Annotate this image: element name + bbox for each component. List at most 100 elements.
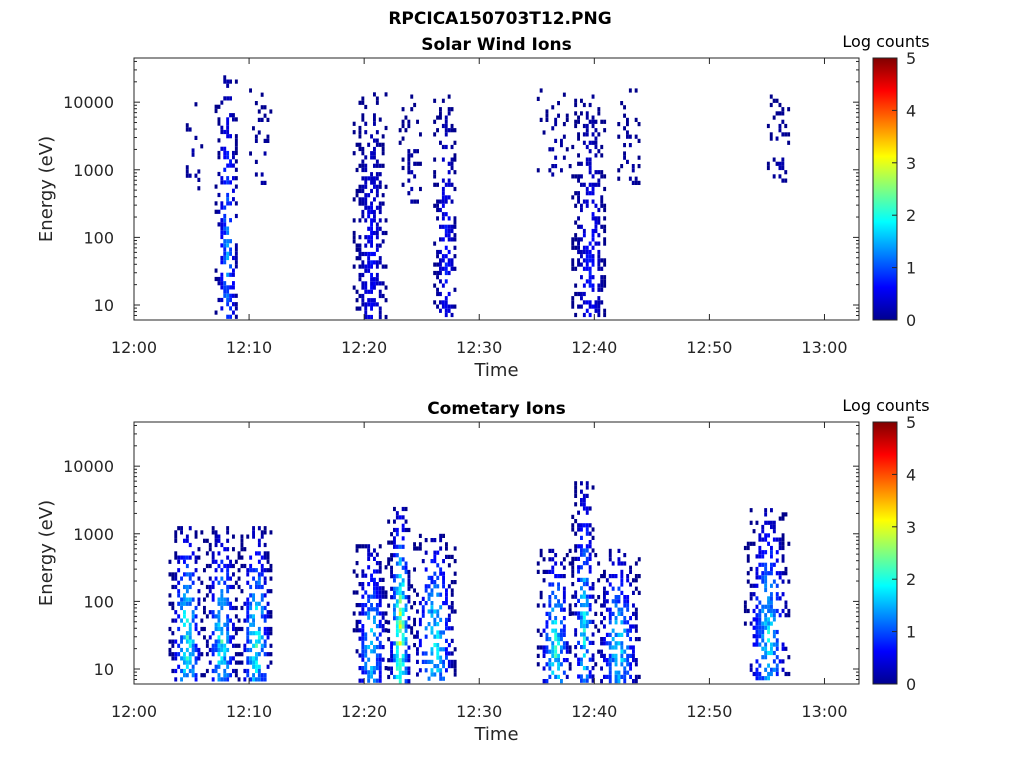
heatmap-cell: [373, 184, 376, 189]
heatmap-cell: [398, 544, 402, 549]
heatmap-cell: [439, 266, 442, 271]
heatmap-cell: [632, 658, 635, 663]
heatmap-cell: [603, 228, 607, 234]
heatmap-cell: [174, 576, 178, 581]
heatmap-cell: [361, 594, 365, 599]
heatmap-cell: [772, 157, 776, 162]
heatmap-cell: [378, 598, 382, 603]
heatmap-cell: [407, 149, 411, 154]
heatmap-cell: [778, 545, 782, 551]
heatmap-cell: [197, 589, 201, 594]
heatmap-cell: [226, 117, 230, 122]
heatmap-cell: [775, 558, 779, 563]
heatmap-cell: [266, 117, 270, 122]
heatmap-cell: [407, 599, 411, 604]
heatmap-cell: [617, 176, 621, 181]
heatmap-cell: [355, 247, 359, 252]
heatmap-cell: [597, 262, 601, 267]
heatmap-cell: [358, 653, 362, 658]
heatmap-cell: [554, 553, 558, 558]
heatmap-cell: [373, 218, 376, 223]
heatmap-cell: [626, 662, 630, 667]
heatmap-cell: [211, 631, 215, 636]
heatmap-cell: [450, 258, 454, 263]
heatmap-cell: [424, 668, 428, 673]
heatmap-cell: [214, 568, 218, 573]
heatmap-cell: [220, 272, 224, 277]
heatmap-cell: [536, 168, 540, 173]
heatmap-cell: [217, 647, 221, 653]
heatmap-cell: [177, 643, 181, 648]
heatmap-cell: [787, 671, 791, 677]
heatmap-cell: [404, 603, 408, 608]
heatmap-cell: [223, 673, 227, 678]
heatmap-cell: [266, 555, 270, 560]
heatmap-cell: [444, 195, 448, 200]
heatmap-cell: [580, 611, 583, 616]
heatmap-cell: [755, 621, 759, 626]
heatmap-cell: [574, 283, 578, 288]
heatmap-cell: [223, 222, 227, 227]
heatmap-cell: [548, 569, 552, 574]
heatmap-cell: [752, 642, 756, 647]
heatmap-cell: [370, 272, 373, 278]
heatmap-cell: [562, 645, 566, 650]
heatmap-cell: [232, 163, 235, 168]
heatmap-cell: [749, 596, 753, 601]
heatmap-cell: [536, 96, 540, 101]
heatmap-cell: [775, 98, 779, 103]
heatmap-cell: [361, 100, 365, 105]
heatmap-cell: [436, 655, 440, 660]
heatmap-cell: [370, 134, 373, 139]
heatmap-cell: [577, 153, 580, 158]
heatmap-cell: [370, 603, 373, 608]
heatmap-cell: [542, 653, 546, 658]
heatmap-cell: [358, 184, 362, 189]
heatmap-cell: [441, 186, 445, 192]
heatmap-cell: [588, 249, 592, 255]
colorbar-label: Log counts: [842, 32, 929, 51]
heatmap-cell: [626, 645, 630, 650]
heatmap-cell: [582, 577, 586, 582]
heatmap-cell: [375, 235, 379, 240]
heatmap-cell: [634, 176, 638, 181]
heatmap-cell: [373, 645, 376, 650]
heatmap-cell: [539, 595, 543, 600]
heatmap-cell: [194, 555, 198, 560]
heatmap-cell: [603, 275, 607, 280]
heatmap-cell: [603, 128, 607, 133]
heatmap-cell: [395, 674, 399, 680]
heatmap-cell: [226, 526, 230, 531]
heatmap-cell: [358, 293, 362, 299]
heatmap-cell: [597, 296, 601, 301]
heatmap-cell: [608, 658, 612, 663]
heatmap-cell: [560, 632, 563, 637]
heatmap-cell: [545, 624, 549, 629]
heatmap-cell: [620, 561, 624, 566]
heatmap-cell: [568, 645, 572, 650]
heatmap-cell: [171, 656, 175, 661]
heatmap-cell: [240, 555, 244, 560]
heatmap-cell: [174, 555, 178, 560]
heatmap-cell: [355, 256, 359, 261]
heatmap-cluster-1: [185, 102, 204, 191]
heatmap-cell: [234, 668, 238, 674]
heatmap-cell: [600, 666, 603, 671]
heatmap-cell: [370, 577, 373, 582]
heatmap-cell: [447, 270, 451, 276]
heatmap-cell: [367, 226, 371, 231]
heatmap-cell: [582, 132, 586, 137]
heatmap-cell: [588, 254, 592, 259]
heatmap-cell: [194, 647, 198, 653]
heatmap-cell: [378, 645, 382, 650]
heatmap-cell: [450, 266, 454, 271]
heatmap-cell: [249, 605, 253, 611]
heatmap-cell: [226, 239, 230, 244]
heatmap-cell: [232, 197, 235, 202]
heatmap-cell: [588, 300, 592, 305]
heatmap-cell: [588, 569, 592, 574]
heatmap-cell: [591, 119, 595, 124]
heatmap-cell: [562, 624, 566, 629]
heatmap-cell: [398, 515, 402, 520]
heatmap-cell: [220, 643, 224, 648]
